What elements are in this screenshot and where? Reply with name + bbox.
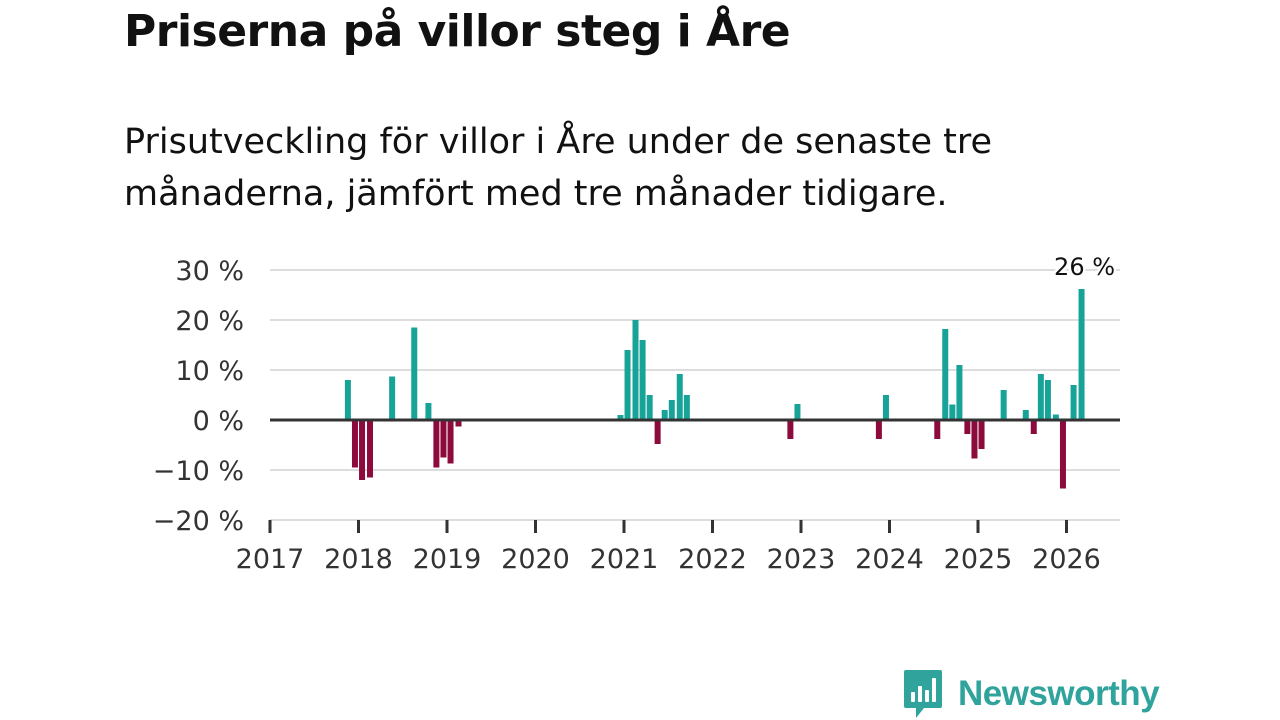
bar	[971, 420, 978, 459]
x-tick-label: 2019	[413, 544, 482, 575]
bar	[964, 420, 971, 434]
bar	[440, 420, 447, 458]
x-axis: 2017 2018 2019 2020 2021 2022 2023 2024 2025 2026	[236, 520, 1101, 575]
bar	[654, 420, 661, 444]
y-axis-labels: 30 % 20 % 10 % 0 % −10 % −20 %	[153, 256, 244, 537]
bar	[351, 420, 358, 468]
annotations: 26 %	[1052, 251, 1118, 284]
y-tick-label: 10 %	[175, 356, 244, 387]
bar	[1078, 289, 1085, 420]
bar	[875, 420, 882, 439]
bar	[787, 420, 794, 439]
bar	[425, 403, 432, 420]
bar	[359, 420, 366, 480]
bar	[433, 420, 440, 468]
bar	[1037, 374, 1044, 420]
x-tick-label: 2020	[501, 544, 570, 575]
bar	[978, 420, 985, 449]
x-tick-label: 2026	[1032, 544, 1101, 575]
bar	[624, 350, 631, 420]
bars	[344, 289, 1085, 489]
x-tick-label: 2021	[590, 544, 659, 575]
y-tick-label: −20 %	[153, 506, 244, 537]
bar	[661, 410, 668, 420]
annotation-label: 26 %	[1054, 253, 1115, 281]
bar-chart-speech-bubble-icon	[904, 670, 942, 718]
y-tick-label: 30 %	[175, 256, 244, 287]
bar	[956, 365, 963, 420]
bar	[367, 420, 374, 478]
bar	[1052, 414, 1059, 420]
grid-lines	[270, 269, 1120, 521]
bar	[455, 420, 462, 427]
bar	[344, 380, 351, 420]
bar	[934, 420, 941, 439]
x-tick-label: 2023	[767, 544, 836, 575]
brand-name: Newsworthy	[958, 674, 1160, 713]
x-tick-label: 2017	[236, 544, 305, 575]
bar	[683, 395, 690, 420]
x-tick-label: 2025	[944, 544, 1013, 575]
bar	[949, 404, 956, 420]
y-tick-label: 20 %	[175, 306, 244, 337]
bar	[1000, 390, 1007, 420]
x-tick-label: 2018	[324, 544, 393, 575]
bar	[1030, 420, 1037, 434]
newsworthy-logo: Newsworthy	[902, 668, 1160, 720]
bar	[942, 329, 949, 420]
bar	[1022, 410, 1029, 420]
bar	[411, 327, 418, 420]
chart-subtitle: Prisutveckling för villor i Åre under de…	[124, 122, 993, 214]
bar	[639, 340, 646, 420]
x-tick-label: 2024	[855, 544, 924, 575]
bar	[632, 320, 639, 420]
bar	[389, 376, 396, 420]
bar	[676, 374, 683, 420]
bar	[794, 404, 801, 420]
bar	[1070, 385, 1077, 420]
bar	[668, 400, 675, 420]
bar	[882, 395, 889, 420]
y-tick-label: −10 %	[153, 456, 244, 487]
x-tick-label: 2022	[678, 544, 747, 575]
y-tick-label: 0 %	[193, 406, 244, 437]
bar	[1059, 420, 1066, 489]
chart-title: Priserna på villor steg i Åre	[124, 6, 791, 57]
bar	[447, 420, 454, 464]
bar	[646, 395, 653, 420]
bar	[1044, 380, 1051, 420]
bar	[617, 415, 624, 420]
